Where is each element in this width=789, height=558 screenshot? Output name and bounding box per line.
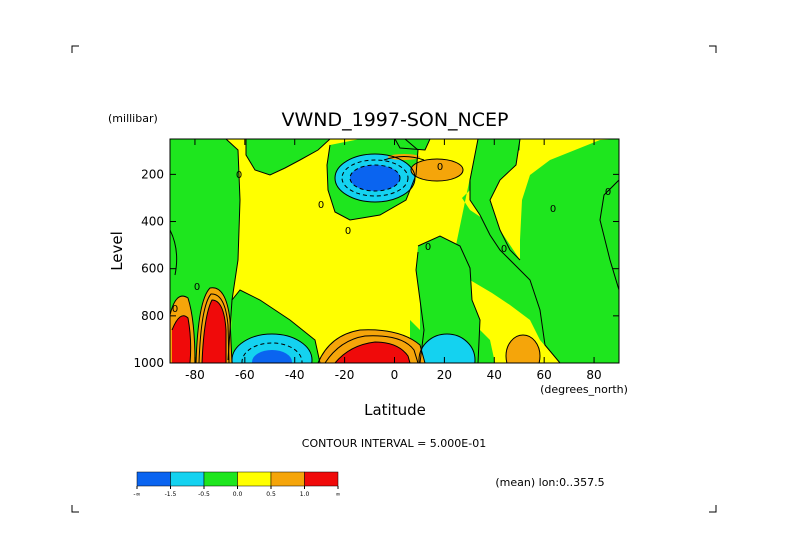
contour-labels: 0 0 0 0 0 0 0 0 0 0 xyxy=(172,162,611,315)
mean-annotation: (mean) lon:0..357.5 xyxy=(495,476,604,489)
contour-label: 0 xyxy=(425,242,431,253)
colorbar-label: 0.0 xyxy=(233,491,243,498)
contour-label: 0 xyxy=(501,244,507,255)
crop-marks xyxy=(71,45,717,513)
colorbar-swatch xyxy=(170,471,205,487)
colorbar-swatch xyxy=(237,471,272,487)
x-tick-label: 80 xyxy=(586,368,601,382)
y-axis: 200 400 600 800 1000 xyxy=(133,167,619,370)
contour-label: 0 xyxy=(194,282,200,293)
contour-label: 0 xyxy=(236,170,242,181)
colorbar-label: ∞ xyxy=(336,491,341,498)
y-tick-label: 200 xyxy=(141,167,164,181)
x-axis: -80 -60 -40 -20 0 20 40 60 80 xyxy=(185,139,602,382)
contour-label: 0 xyxy=(437,162,443,173)
y-axis-label: Level xyxy=(108,231,126,271)
x-tick-label: 0 xyxy=(391,368,399,382)
contour-label: 0 xyxy=(605,187,611,198)
colorbar-swatch xyxy=(270,471,305,487)
colorbar-label: 0.5 xyxy=(266,491,276,498)
x-tick-label: -80 xyxy=(185,368,205,382)
x-unit-label: (degrees_north) xyxy=(540,383,628,396)
x-tick-label: 20 xyxy=(437,368,452,382)
y-tick-label: 800 xyxy=(141,309,164,323)
x-tick-label: -40 xyxy=(285,368,305,382)
colorbar-swatch xyxy=(203,471,238,487)
colorbar-label: -0.5 xyxy=(198,491,210,498)
contour-label: 0 xyxy=(318,200,324,211)
x-axis-label: Latitude xyxy=(364,401,426,419)
x-tick-label: -20 xyxy=(335,368,355,382)
contour-label: 0 xyxy=(345,226,351,237)
y-tick-label: 600 xyxy=(141,262,164,276)
contour-field xyxy=(170,139,619,363)
contour-label: 0 xyxy=(550,204,556,215)
chart-title: VWND_1997-SON_NCEP xyxy=(281,109,508,131)
colorbar-swatch xyxy=(304,471,339,487)
colorbar-label: 1.0 xyxy=(300,491,310,498)
colorbar-label: -1.5 xyxy=(165,491,177,498)
colorbar-label: -∞ xyxy=(133,491,140,498)
colorbar-swatch xyxy=(136,471,171,487)
colorbar: -∞ -1.5 -0.5 0.0 0.5 1.0 ∞ xyxy=(133,471,341,498)
y-tick-label: 1000 xyxy=(133,356,164,370)
contour-interval-text: CONTOUR INTERVAL = 5.000E-01 xyxy=(302,437,486,450)
y-tick-label: 400 xyxy=(141,215,164,229)
contour-label: 0 xyxy=(172,304,178,315)
x-tick-label: 60 xyxy=(537,368,552,382)
y-unit-label: (millibar) xyxy=(108,112,158,125)
x-tick-label: -60 xyxy=(235,368,255,382)
x-tick-label: 40 xyxy=(487,368,502,382)
